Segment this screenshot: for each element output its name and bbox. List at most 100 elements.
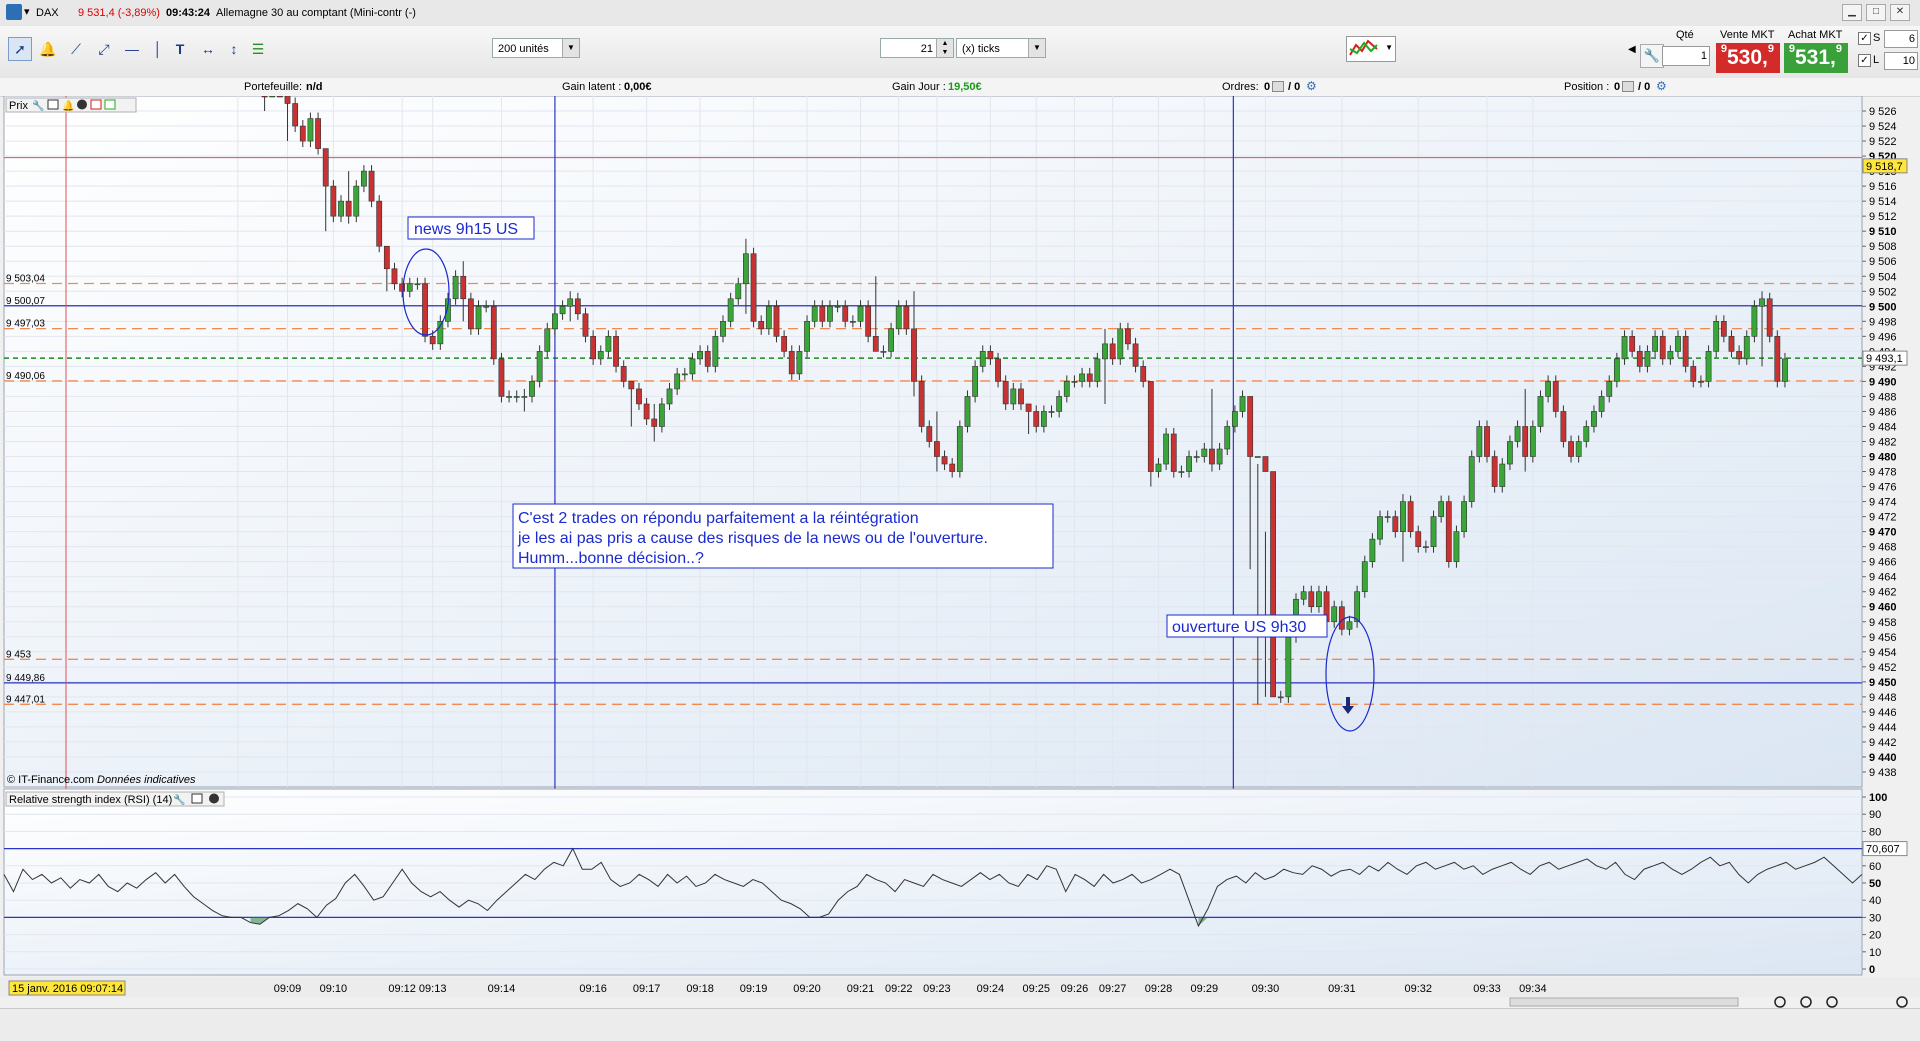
candle-body — [1316, 591, 1322, 608]
horizontal-line-tool-icon[interactable]: — — [125, 41, 139, 57]
price-chart[interactable]: 9 503,04 9 497,03 9 490,06 9 453 9 447,01 9 5… — [0, 96, 1920, 1008]
candle-body — [269, 96, 276, 98]
alert-bell-icon[interactable]: 🔔 — [39, 41, 57, 57]
orders-window-icon[interactable] — [1272, 81, 1284, 92]
price-tick-label: 9 504 — [1869, 271, 1897, 283]
positions-window-icon[interactable] — [1622, 81, 1634, 92]
ordres-label: Ordres: — [1222, 81, 1259, 93]
stop-input[interactable] — [1884, 30, 1918, 48]
candle-body — [880, 351, 887, 353]
cursor-tool-icon[interactable]: ➚ — [8, 37, 32, 61]
chart-style-button[interactable]: ▼ — [1346, 36, 1396, 62]
ticks-unit-select[interactable]: (x) ticks ▼ — [956, 38, 1046, 58]
wrench-icon: 🔧 — [1643, 48, 1661, 63]
candle-body — [1170, 433, 1177, 472]
ticks-stepper[interactable]: 21 ▲ ▼ — [880, 38, 954, 58]
candle-body — [1461, 501, 1467, 532]
horizontal-scrollbar[interactable] — [1509, 997, 1739, 1007]
candle-body — [1606, 381, 1613, 397]
panel-remove-icon[interactable] — [90, 99, 102, 110]
qty-input[interactable] — [1662, 46, 1710, 66]
zoom-in-icon[interactable] — [1774, 996, 1786, 1008]
price-tick-label: 9 448 — [1869, 692, 1897, 704]
positions-search-icon[interactable]: ⚙ — [1656, 79, 1667, 93]
order-panel: ◀ 🔧 Qté Vente MKT 9530,9 Achat MKT 9531,… — [1628, 26, 1920, 78]
candlestick-series — [261, 96, 1788, 705]
rsi-panel-background — [3, 788, 1863, 976]
panel-bell-icon[interactable]: 🔔 — [62, 100, 74, 112]
candle-body — [849, 321, 856, 323]
candle-body — [1720, 321, 1727, 337]
source-credit: © IT-Finance.com Données indicatives — [7, 774, 196, 786]
close-button[interactable]: ✕ — [1890, 4, 1910, 21]
sell-price-main: 530, — [1727, 46, 1768, 69]
rsi-close-icon[interactable] — [209, 793, 219, 804]
candle-body — [1445, 501, 1452, 562]
price-tick-label: 9 498 — [1869, 316, 1897, 328]
candle-body — [895, 306, 902, 330]
zoom-out-icon[interactable] — [1800, 996, 1812, 1008]
chart-settings-icon[interactable] — [1896, 996, 1908, 1008]
orange-level-label: 9 447,01 — [6, 694, 45, 705]
comment-box — [512, 503, 1054, 569]
candle-body — [1018, 388, 1024, 405]
expand-arrow-icon[interactable]: ◀ — [1628, 44, 1636, 55]
panel-wrench-icon[interactable]: 🔧 — [32, 99, 44, 112]
stop-label: S — [1873, 32, 1881, 44]
price-tick-label: 9 456 — [1869, 632, 1897, 644]
ordres-value2: / 0 — [1288, 81, 1301, 93]
comment-line-1: C'est 2 trades on répondu parfaitement a… — [518, 510, 919, 527]
limit-checkbox[interactable]: ✓ — [1858, 54, 1871, 67]
candle-body — [299, 125, 306, 142]
candle-body — [712, 336, 719, 367]
stop-checkbox[interactable]: ✓ — [1858, 32, 1871, 45]
minimize-button[interactable]: ▁ — [1842, 4, 1862, 21]
chevron-down-icon[interactable]: ▾ — [24, 6, 30, 18]
candle-body — [1338, 606, 1345, 630]
sell-market-button[interactable]: 9530,9 — [1716, 43, 1780, 73]
rsi-oversold-fill — [1198, 917, 1208, 926]
candle-body — [1186, 456, 1192, 472]
candle-body — [1743, 336, 1750, 360]
panel-close-icon[interactable] — [77, 99, 87, 110]
quantity-select[interactable]: 200 unités ▼ — [492, 38, 580, 58]
maximize-button[interactable]: □ — [1866, 4, 1886, 21]
buy-arrow-icon — [1342, 697, 1354, 714]
candle-body — [506, 396, 512, 398]
fibonacci-tool-icon[interactable]: ☰ — [251, 41, 265, 57]
candle-body — [1476, 426, 1483, 457]
panel-add-icon[interactable] — [104, 99, 116, 110]
price-tick-label: 9 502 — [1869, 286, 1897, 298]
zoom-reset-icon[interactable] — [1826, 996, 1838, 1008]
candle-body — [1537, 396, 1544, 427]
trendline-tool-icon[interactable]: ⟋ — [71, 41, 81, 57]
text-tool-icon[interactable]: T — [175, 41, 185, 57]
candle-body — [1063, 381, 1070, 397]
panel-window-icon[interactable] — [47, 99, 59, 110]
measure-tool-icon[interactable]: ↔ — [201, 41, 215, 57]
price-tick-label: 9 486 — [1869, 406, 1897, 418]
rsi-wrench-icon[interactable]: 🔧 — [173, 793, 185, 806]
chevron-down-icon[interactable]: ▼ — [1028, 39, 1045, 57]
chevron-down-icon[interactable]: ▼ — [562, 39, 579, 57]
orders-search-icon[interactable]: ⚙ — [1306, 79, 1317, 93]
rsi-window-icon[interactable] — [191, 793, 203, 804]
candle-body — [1132, 343, 1139, 367]
candle-body — [315, 118, 321, 149]
stepper-arrows-icon[interactable]: ▲ ▼ — [936, 39, 953, 57]
app-logo-icon — [6, 4, 22, 20]
vertical-measure-tool-icon[interactable]: ↕ — [230, 41, 238, 57]
chevron-down-icon[interactable]: ▼ — [1385, 43, 1393, 52]
buy-market-button[interactable]: 9531,9 — [1784, 43, 1848, 73]
rsi-tick-label: 30 — [1869, 912, 1881, 924]
candle-body — [1346, 621, 1353, 630]
candle-body — [1782, 358, 1788, 382]
limit-input[interactable] — [1884, 52, 1918, 70]
ray-tool-icon[interactable]: ⤢ — [98, 41, 110, 57]
candle-body — [1484, 426, 1490, 457]
candle-body — [758, 321, 765, 330]
vertical-line-tool-icon[interactable]: │ — [153, 41, 163, 57]
candle-body — [636, 388, 642, 405]
settings-wrench-button[interactable]: 🔧 — [1640, 44, 1664, 68]
portfolio-infobar: Portefeuille: n/d Gain latent : 0,00€ Ga… — [0, 78, 1920, 97]
